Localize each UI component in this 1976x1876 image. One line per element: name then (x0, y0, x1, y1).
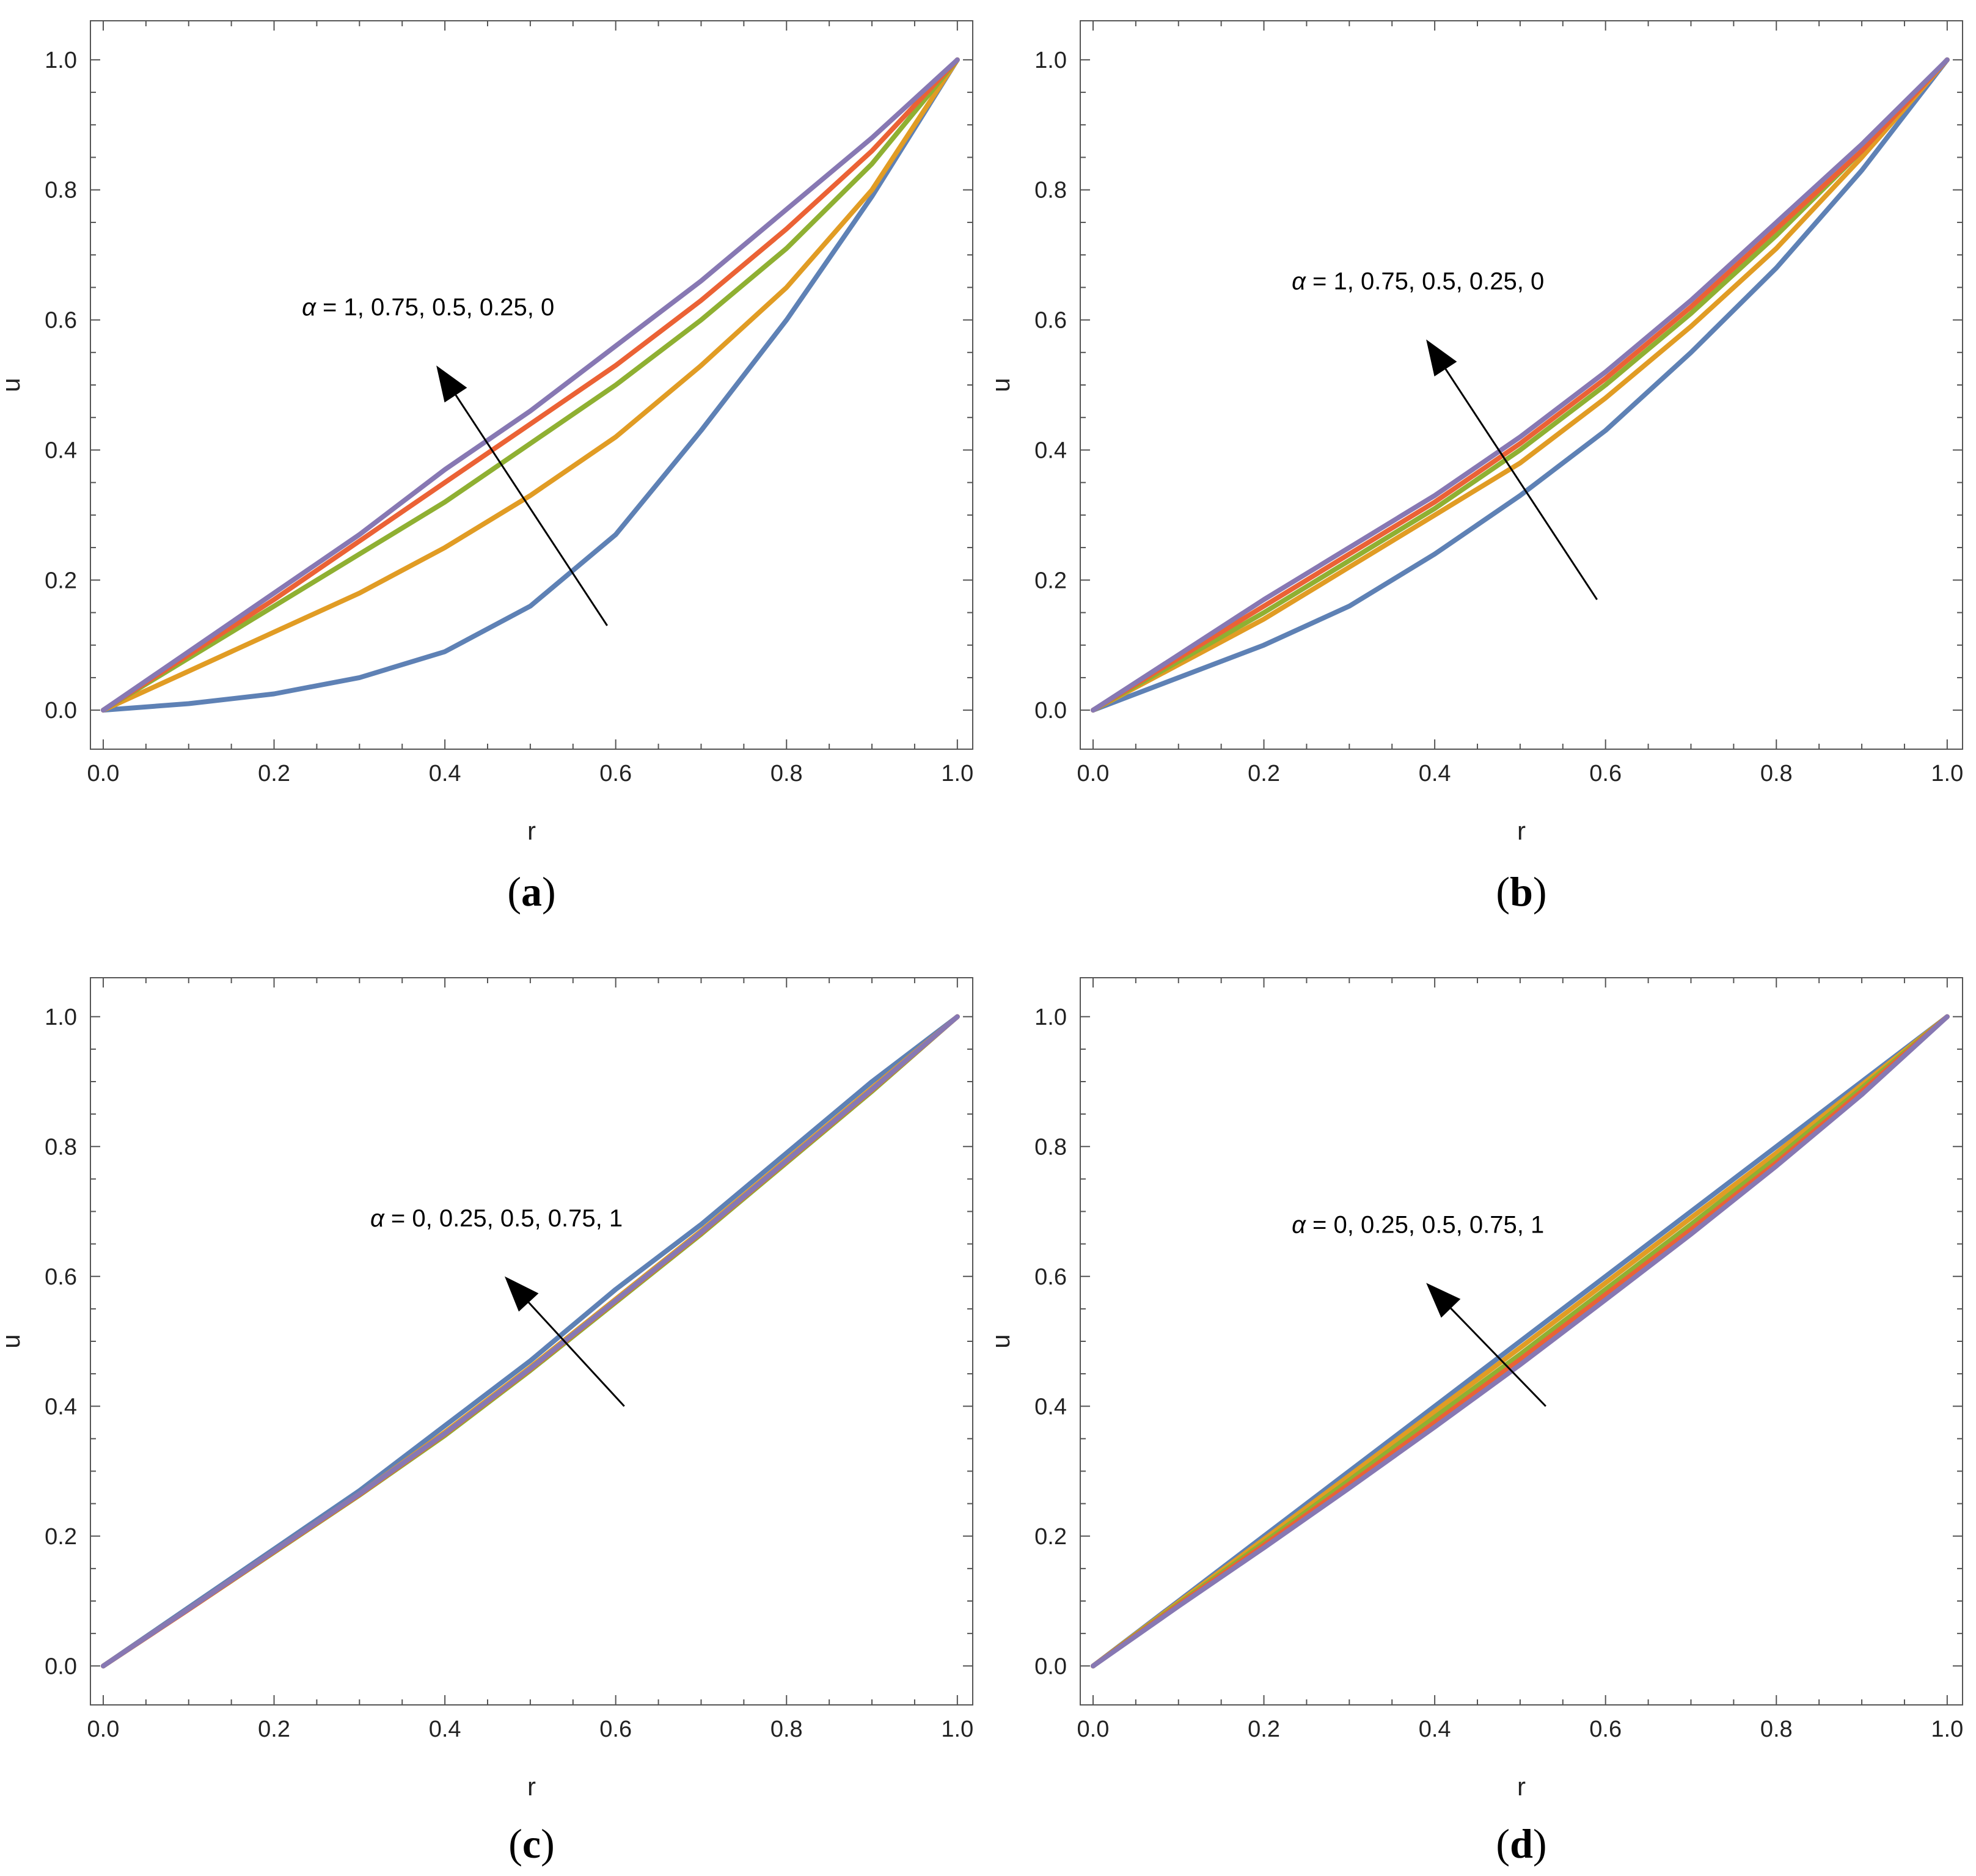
x-tick-label: 1.0 (1931, 761, 1963, 786)
x-tick-label: 1.0 (941, 761, 973, 786)
y-tick-label: 0.2 (45, 1524, 77, 1550)
x-tick-label: 0.0 (87, 1717, 120, 1742)
y-tick-label: 0.2 (1034, 1524, 1067, 1550)
alpha-annotation: α = 1, 0.75, 0.5, 0.25, 0 (1292, 268, 1544, 295)
y-axis-label: u (986, 1334, 1015, 1348)
y-tick-label: 1.0 (45, 48, 77, 73)
x-axis-label: r (527, 1772, 536, 1801)
x-tick-label: 0.4 (1419, 761, 1451, 786)
y-tick-label: 0.4 (45, 438, 77, 463)
panel-d: 0.0 0.2 0.4 0.6 0.8 1.0 0.0 0.2 0.4 0.6 0.8 1.0 r u α … (986, 977, 1963, 1867)
y-tick-label: 1.0 (1034, 48, 1067, 73)
alpha-annotation: α = 0, 0.25, 0.5, 0.75, 1 (370, 1205, 623, 1232)
x-tick-label: 0.0 (87, 761, 120, 786)
y-axis-label: u (0, 378, 25, 392)
axis-ticks (1080, 21, 1963, 749)
panel-caption: (a) (507, 868, 555, 915)
series-line-3 (1091, 57, 1950, 713)
x-tick-label: 0.8 (1760, 761, 1793, 786)
annotation-arrow (528, 1302, 625, 1407)
series-line-1 (1091, 57, 1950, 713)
y-axis-label: u (986, 378, 1015, 392)
annotation-arrow (1444, 368, 1598, 601)
x-tick-label: 0.8 (1760, 1717, 1793, 1742)
x-tick-label: 0.2 (258, 1717, 290, 1742)
series-line-2 (101, 57, 960, 713)
x-tick-label: 0.6 (599, 761, 632, 786)
x-tick-label: 0.4 (1419, 1717, 1451, 1742)
series-line-4 (101, 57, 960, 713)
x-tick-label: 0.8 (770, 761, 803, 786)
panel-c: 0.0 0.2 0.4 0.6 0.8 1.0 0.0 0.2 0.4 0.6 0.8 1.0 r u α … (0, 977, 973, 1867)
y-tick-label: 0.0 (1034, 1654, 1067, 1679)
x-tick-label: 0.4 (429, 1717, 461, 1742)
y-tick-label: 0.4 (45, 1394, 77, 1420)
x-tick-label: 0.4 (429, 761, 461, 786)
series-line-3 (101, 57, 960, 713)
y-tick-label: 0.6 (45, 308, 77, 334)
y-tick-label: 0.0 (45, 698, 77, 724)
x-tick-label: 0.8 (770, 1717, 803, 1742)
x-tick-label: 0.2 (1248, 761, 1280, 786)
panel-caption: (d) (1496, 1820, 1546, 1867)
plot-frame (90, 977, 973, 1706)
annotation-arrowhead (1426, 339, 1457, 377)
x-tick-label: 0.6 (1589, 1717, 1622, 1742)
y-tick-label: 0.8 (1034, 178, 1067, 203)
series-line-2 (101, 1014, 960, 1669)
alpha-annotation: α = 1, 0.75, 0.5, 0.25, 0 (302, 294, 554, 321)
series-line-1 (101, 57, 960, 713)
series-line-5 (1091, 1014, 1950, 1669)
annotation-arrowhead (504, 1276, 539, 1312)
y-tick-label: 0.0 (1034, 698, 1067, 724)
y-tick-label: 0.2 (45, 568, 77, 593)
panel-a: 0.0 0.2 0.4 0.6 0.8 1.0 0.0 0.2 0.4 0.6 0.8 1.0 r u α … (0, 20, 973, 915)
annotation-arrow (455, 394, 608, 626)
y-tick-label: 0.6 (45, 1264, 77, 1290)
panel-caption: (b) (1496, 868, 1546, 915)
alpha-annotation: α = 0, 0.25, 0.5, 0.75, 1 (1292, 1211, 1544, 1238)
x-tick-label: 0.6 (599, 1717, 632, 1742)
panel-b: 0.0 0.2 0.4 0.6 0.8 1.0 0.0 0.2 0.4 0.6 0.8 1.0 r u α … (986, 20, 1963, 915)
y-tick-label: 0.8 (45, 1134, 77, 1160)
y-tick-label: 0.8 (1034, 1134, 1067, 1160)
y-tick-label: 0.4 (1034, 1394, 1067, 1420)
panel-caption: (c) (508, 1820, 555, 1867)
series-line-5 (101, 1014, 960, 1669)
x-axis-label: r (527, 816, 536, 845)
x-tick-label: 0.6 (1589, 761, 1622, 786)
annotation-arrow (1450, 1307, 1546, 1407)
y-tick-label: 0.6 (1034, 1264, 1067, 1290)
y-tick-label: 0.6 (1034, 308, 1067, 334)
series-line-3 (101, 1014, 960, 1669)
series-line-5 (1091, 57, 1950, 713)
x-tick-label: 0.2 (258, 761, 290, 786)
series-line-4 (1091, 57, 1950, 713)
axis-ticks (90, 21, 973, 749)
series-line-5 (101, 57, 960, 713)
y-tick-label: 1.0 (45, 1005, 77, 1030)
y-tick-label: 1.0 (1034, 1005, 1067, 1030)
y-tick-label: 0.0 (45, 1654, 77, 1679)
x-tick-label: 0.0 (1077, 1717, 1110, 1742)
x-axis-label: r (1517, 1772, 1526, 1801)
y-tick-label: 0.8 (45, 178, 77, 203)
x-tick-label: 1.0 (1931, 1717, 1963, 1742)
x-tick-label: 1.0 (941, 1717, 973, 1742)
series-line-4 (101, 1014, 960, 1669)
series-line-2 (1091, 57, 1950, 713)
x-tick-label: 0.0 (1077, 761, 1110, 786)
axis-ticks (1080, 978, 1963, 1705)
annotation-arrowhead (1426, 1283, 1461, 1318)
y-axis-label: u (0, 1334, 25, 1348)
y-tick-label: 0.2 (1034, 568, 1067, 593)
axis-ticks (90, 978, 973, 1705)
series-line-1 (101, 1014, 960, 1669)
annotation-arrowhead (436, 365, 467, 403)
y-tick-label: 0.4 (1034, 438, 1067, 463)
x-tick-label: 0.2 (1248, 1717, 1280, 1742)
x-axis-label: r (1517, 816, 1526, 845)
